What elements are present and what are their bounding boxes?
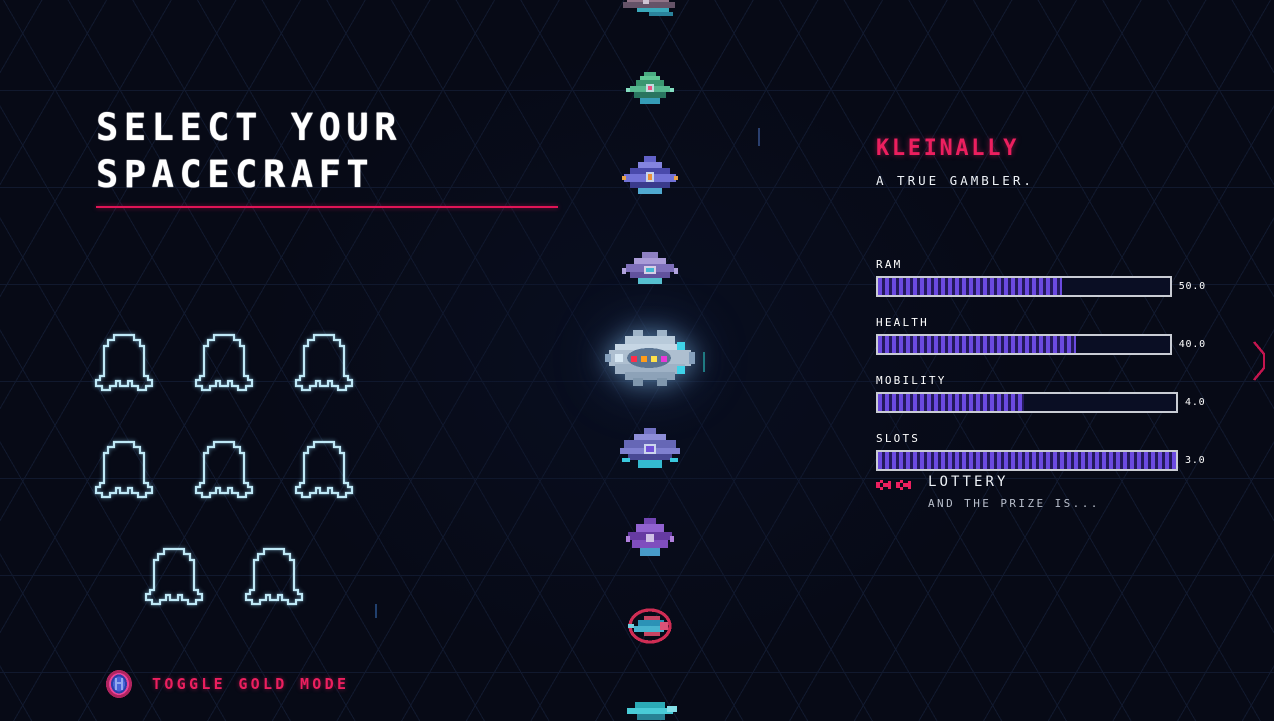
- particle-streak: [375, 604, 377, 618]
- page-title-line-2: SPACECRAFT: [96, 153, 375, 196]
- stat-label: MOBILITY: [876, 374, 947, 387]
- ship-sprite-teal-cut[interactable]: [560, 698, 740, 721]
- lottery-block: LOTTERY AND THE PRIZE IS...: [876, 474, 1100, 511]
- ship-tagline: A TRUE GAMBLER.: [876, 173, 1034, 188]
- stat-bar-fill: [878, 394, 1025, 411]
- page-title: SELECT YOUR SPACECRAFT: [96, 104, 566, 198]
- stat-bar-fill: [878, 452, 1176, 469]
- ship-sprite-green[interactable]: [560, 70, 740, 108]
- hangar-slot-grid: [90, 326, 380, 647]
- ship-slot-1[interactable]: [90, 326, 158, 401]
- stat-value: 50.0: [1178, 281, 1206, 292]
- stat-bar-fill: [878, 278, 1062, 295]
- ship-sprite-purple[interactable]: [560, 518, 740, 560]
- ship-info-panel: KLEINALLY A TRUE GAMBLER.: [876, 136, 1206, 189]
- gold-coin-icon: [104, 668, 134, 700]
- stat-bar-mobility: [876, 392, 1178, 413]
- ship-sprite-top-cut[interactable]: [560, 0, 740, 20]
- ship-slot-5[interactable]: [190, 433, 258, 508]
- hangar-slot-row: [90, 540, 380, 615]
- ship-slot-4[interactable]: [90, 433, 158, 508]
- chevron-right-icon[interactable]: [1250, 338, 1274, 384]
- ship-carousel[interactable]: [560, 0, 740, 721]
- ship-slot-3[interactable]: [290, 326, 358, 401]
- toggle-gold-mode-label: TOGGLE GOLD MODE: [152, 675, 350, 693]
- stat-bar-slots: [876, 450, 1178, 471]
- stat-label: SLOTS: [876, 432, 921, 445]
- toggle-gold-mode-button[interactable]: TOGGLE GOLD MODE: [104, 668, 349, 700]
- page-title-line-1: SELECT YOUR: [96, 106, 403, 149]
- ship-slot-8[interactable]: [240, 540, 308, 615]
- hangar-slot-row: [90, 433, 380, 508]
- particle-streak: [758, 128, 760, 146]
- ship-name: KLEINALLY: [876, 136, 1019, 161]
- ship-slot-2[interactable]: [190, 326, 258, 401]
- ship-sprite-violet[interactable]: [560, 250, 740, 290]
- stat-list: RAM 50.0 HEALTH 40.0 MOBILITY: [876, 258, 1206, 490]
- lottery-subtitle: AND THE PRIZE IS...: [928, 497, 1100, 510]
- stat-label: HEALTH: [876, 316, 929, 329]
- ship-slot-7[interactable]: [140, 540, 208, 615]
- ship-slot-6[interactable]: [290, 433, 358, 508]
- stat-value: 3.0: [1185, 455, 1206, 466]
- stat-bar-ram: [876, 276, 1172, 297]
- stat-label: RAM: [876, 258, 903, 271]
- stat-value: 4.0: [1185, 397, 1206, 408]
- ship-sprite-kleinally[interactable]: [560, 326, 740, 390]
- stat-row-health: HEALTH 40.0: [876, 316, 1206, 355]
- stat-row-mobility: MOBILITY 4.0: [876, 374, 1206, 413]
- ship-sprite-cyan-star[interactable]: [560, 428, 740, 470]
- stat-bar-fill: [878, 336, 1077, 353]
- stat-bar-health: [876, 334, 1172, 355]
- lottery-title: LOTTERY: [928, 474, 1009, 490]
- particle-streak: [703, 352, 705, 372]
- hangar-slot-row: [90, 326, 380, 401]
- ship-sprite-blue-wing[interactable]: [560, 156, 740, 198]
- title-underline: [96, 206, 558, 208]
- ship-sprite-red-ring[interactable]: [560, 608, 740, 646]
- stat-row-ram: RAM 50.0: [876, 258, 1206, 297]
- stat-value: 40.0: [1178, 339, 1206, 350]
- lottery-alien-icon: [876, 478, 914, 496]
- stat-row-slots: SLOTS 3.0: [876, 432, 1206, 471]
